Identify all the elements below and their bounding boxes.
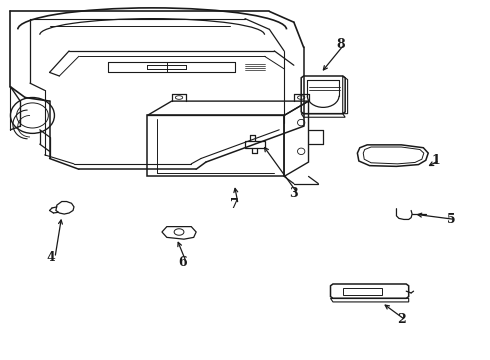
Text: 6: 6: [178, 256, 187, 269]
Text: 7: 7: [230, 198, 239, 211]
Text: 5: 5: [447, 213, 456, 226]
Text: 8: 8: [336, 38, 344, 51]
Text: 1: 1: [431, 154, 440, 167]
Text: 4: 4: [47, 251, 55, 264]
Text: 2: 2: [397, 313, 406, 327]
Text: 3: 3: [290, 187, 298, 200]
